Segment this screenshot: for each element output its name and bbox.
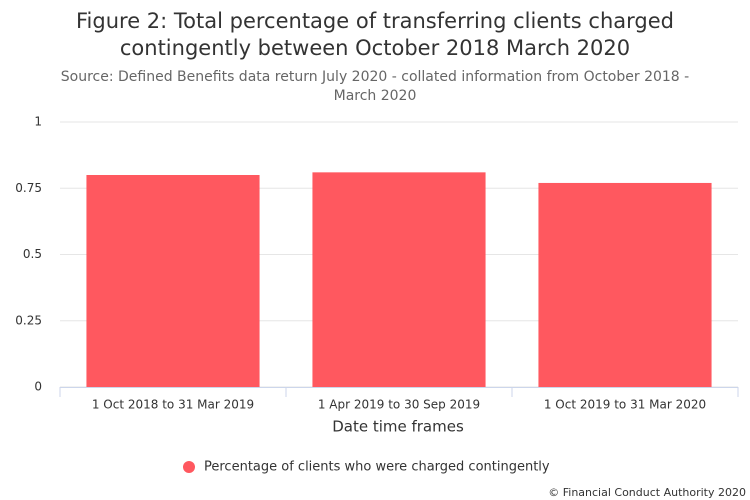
y-tick-label: 1 [34, 115, 42, 129]
legend-label[interactable]: Percentage of clients who were charged c… [204, 460, 550, 475]
credits: © Financial Conduct Authority 2020 [548, 486, 746, 499]
y-tick-label: 0 [34, 380, 42, 394]
chart-subtitle: Source: Defined Benefits data return Jul… [60, 69, 690, 104]
bar [312, 172, 486, 387]
x-tick-label: 1 Oct 2019 to 31 Mar 2020 [544, 398, 706, 412]
bar [538, 182, 712, 387]
chart-title: Figure 2: Total percentage of transferri… [76, 9, 674, 60]
x-axis-title: Date time frames [332, 418, 464, 436]
legend-symbol[interactable] [183, 461, 195, 473]
y-tick-label: 0.25 [15, 313, 42, 327]
x-tick-label: 1 Oct 2018 to 31 Mar 2019 [92, 398, 254, 412]
y-tick-label: 0.5 [23, 247, 42, 261]
x-tick-label: 1 Apr 2019 to 30 Sep 2019 [318, 398, 480, 412]
bar [86, 175, 260, 387]
y-tick-label: 0.75 [15, 181, 42, 195]
